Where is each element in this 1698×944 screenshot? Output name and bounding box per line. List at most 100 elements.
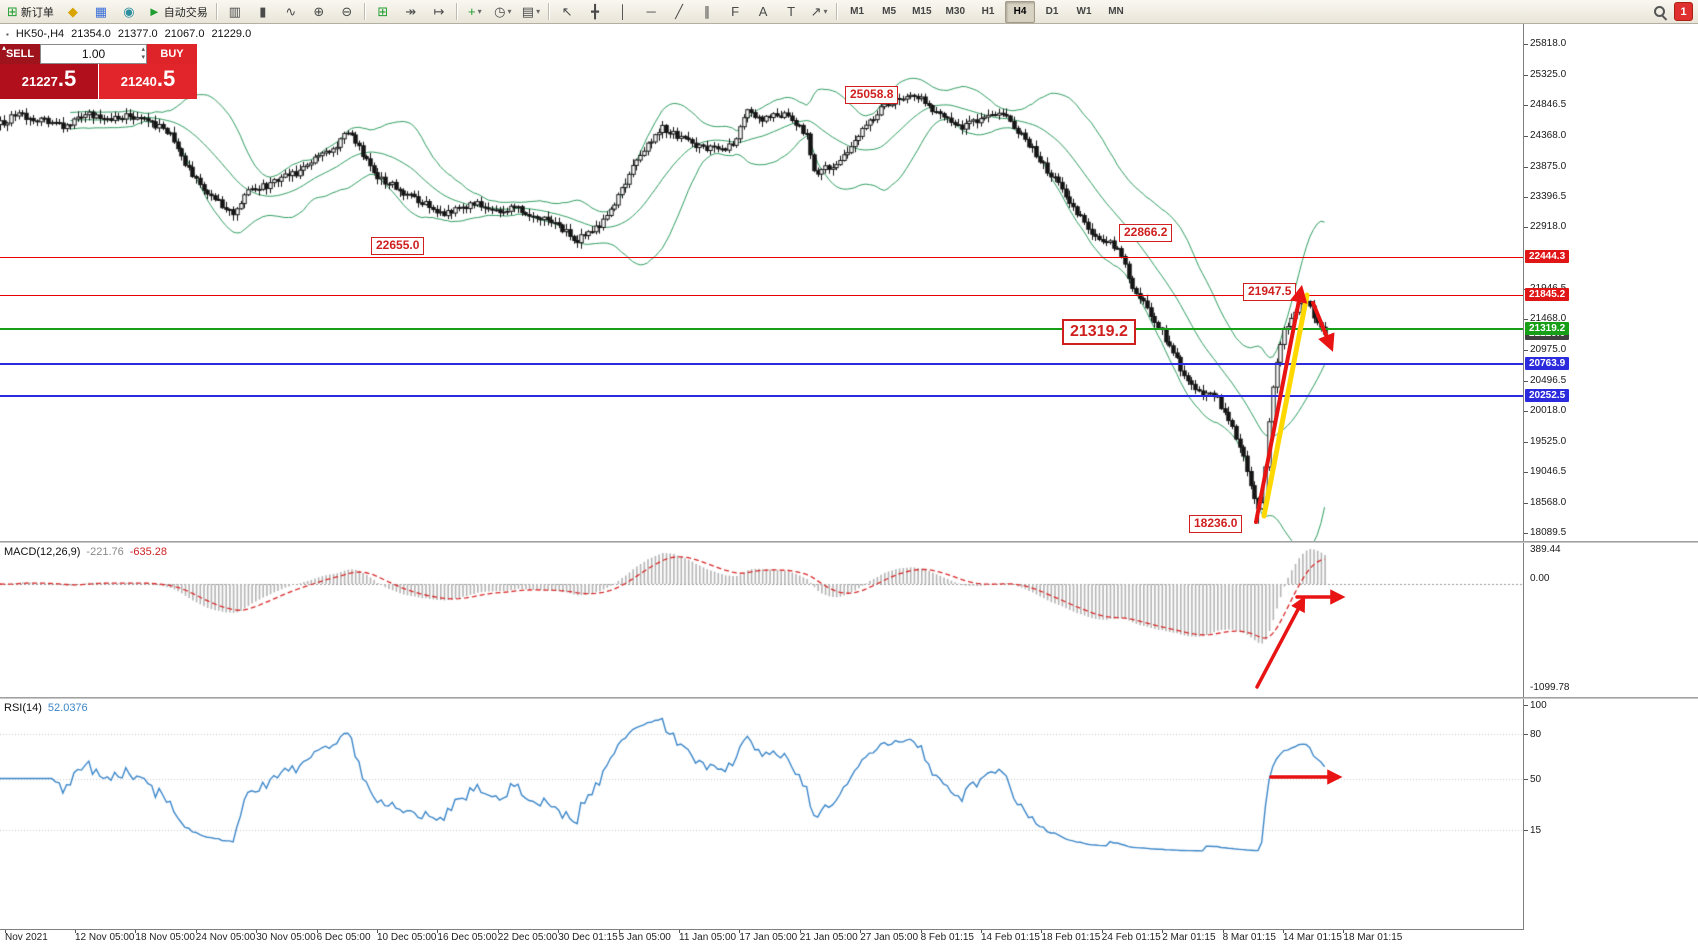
market-watch-button[interactable]: ◆ [60, 1, 86, 23]
horizontal-level-line[interactable] [0, 395, 1523, 398]
horizontal-line-button[interactable]: ─ [638, 1, 664, 23]
tick-mark [1283, 930, 1284, 933]
tick-mark [1524, 502, 1528, 504]
zoom-in-button[interactable]: ⊕ [306, 1, 332, 23]
time-axis-label: 11 Jan 05:00 [679, 932, 737, 943]
price-tag: 21319.2 [1525, 321, 1570, 335]
tick-mark [1524, 105, 1528, 107]
tick-mark [1524, 734, 1528, 736]
horizontal-level-line[interactable] [0, 294, 1523, 296]
price-label-annotation[interactable]: 22866.2 [1119, 224, 1173, 242]
collapse-arrow-icon[interactable]: ▴ [2, 43, 7, 52]
macd-title: MACD(12,26,9) [4, 546, 81, 558]
price-label-annotation[interactable]: 21319.2 [1062, 319, 1136, 346]
text-button[interactable]: A [750, 1, 776, 23]
rsi-axis-tick: 100 [1530, 700, 1547, 711]
buy-button[interactable]: BUY [147, 44, 197, 64]
spinner-up-icon[interactable]: ▴ [141, 46, 145, 53]
chart-shift-button[interactable]: ↦ [426, 1, 452, 23]
price-axis[interactable]: 25818.0 25325.0 24846.5 24368.0 23875.0 23396… [1523, 0, 1698, 944]
arrows-button[interactable]: ↗ ▾ [806, 1, 832, 23]
timeframe-m1[interactable]: M1 [842, 1, 872, 23]
channel-button[interactable]: ∥ [694, 1, 720, 23]
timeframe-h4[interactable]: H4 [1005, 0, 1035, 23]
time-axis-label: 18 Feb 01:15 [1041, 932, 1101, 943]
tick-mark [316, 930, 318, 933]
buy-price[interactable]: 21240 .5 [99, 64, 197, 99]
time-axis-label: 18 Mar 01:15 [1343, 932, 1403, 943]
crosshair-button[interactable]: ╋ [582, 1, 608, 23]
tick-mark [377, 930, 378, 933]
fibonacci-button[interactable]: F [722, 1, 748, 23]
timeframe-m5[interactable]: M5 [874, 1, 904, 23]
tick-mark [1524, 197, 1528, 199]
price-label-annotation[interactable]: 22655.0 [371, 237, 425, 255]
price-tag: 20763.9 [1525, 356, 1570, 370]
time-axis-label: 24 Nov 05:00 [195, 932, 256, 943]
panel-splitter[interactable] [0, 541, 1698, 543]
zoom-out-button[interactable]: ⊖ [334, 1, 360, 23]
horizontal-level-line[interactable] [0, 256, 1523, 258]
indicators-icon: + [467, 4, 476, 19]
new-order-button-label: 新订单 [20, 6, 54, 19]
crosshair-icon: ╋ [591, 4, 599, 19]
tick-mark [497, 930, 499, 933]
trendline-button[interactable]: ╱ [666, 1, 692, 23]
macd-axis-tick: -1099.78 [1530, 682, 1570, 693]
line-chart-button[interactable]: ∿ [278, 1, 304, 23]
panel-splitter[interactable] [0, 697, 1698, 699]
macd-header: MACD(12,26,9) -221.76 -635.28 [4, 546, 167, 558]
new-order-icon: ⊞ [7, 4, 18, 19]
rsi-indicator-canvas[interactable] [0, 699, 1523, 929]
timeframe-m5-label: M5 [882, 6, 897, 17]
volume-spinner[interactable]: ▴ ▾ [141, 45, 145, 63]
magnifier-handle [1661, 14, 1668, 21]
tick-mark [799, 930, 801, 933]
market-watch-icon: ◆ [67, 4, 78, 19]
label-button[interactable]: T [778, 1, 804, 23]
indicators-button[interactable]: + ▾ [462, 1, 488, 23]
bar-chart-button[interactable]: ▥ [222, 1, 248, 23]
sell-button[interactable]: SELL [0, 44, 40, 64]
auto-scroll-button[interactable]: ↠ [398, 1, 424, 23]
timeframe-d1[interactable]: D1 [1037, 1, 1067, 23]
timeframe-m30[interactable]: M30 [940, 1, 971, 23]
tile-windows-button[interactable]: ⊞ [370, 1, 396, 23]
price-label-annotation[interactable]: 25058.8 [845, 86, 899, 104]
price-label-annotation[interactable]: 21947.5 [1243, 283, 1297, 301]
vertical-line-button[interactable]: │ [610, 1, 636, 23]
price-axis-tick: 24846.5 [1530, 99, 1567, 111]
spinner-down-icon[interactable]: ▾ [141, 54, 145, 61]
sell-price[interactable]: 21227 .5 [0, 64, 98, 99]
data-window-button[interactable]: ▦ [88, 1, 114, 23]
auto-trading-button[interactable]: ► 自动交易 [144, 1, 212, 23]
timeframe-m15-label: M15 [912, 6, 932, 17]
cursor-button[interactable]: ↖ [554, 1, 580, 23]
templates-button[interactable]: ▤ ▾ [518, 1, 544, 23]
horizontal-level-line[interactable] [0, 362, 1523, 365]
search-icon[interactable] [1651, 3, 1669, 21]
candlestick-button[interactable]: ▮ [250, 1, 276, 23]
time-axis-label: 8 Mar 01:15 [1222, 932, 1276, 943]
auto-trading-button-label: 自动交易 [163, 6, 208, 19]
price-label-annotation[interactable]: 18236.0 [1189, 515, 1243, 533]
navigator-button[interactable]: ◉ [116, 1, 142, 23]
periods-button[interactable]: ◷ ▾ [490, 1, 516, 23]
timeframe-h1-label: H1 [981, 6, 995, 17]
new-order-button[interactable]: ⊞ 新订单 [3, 1, 58, 23]
timeframe-h1[interactable]: H1 [973, 1, 1003, 23]
notification-badge[interactable]: 1 [1674, 2, 1693, 21]
price-axis-tick: 23396.5 [1530, 191, 1567, 203]
timeframe-m15[interactable]: M15 [906, 1, 937, 23]
time-axis-label: 17 Jan 05:00 [739, 932, 798, 943]
timeframe-mn[interactable]: MN [1101, 1, 1131, 23]
time-axis[interactable]: Nov 2021 12 Nov 05:00 18 Nov 05:00 24 Nov 0… [0, 929, 1524, 944]
arrows-icon: ↗ [810, 4, 822, 19]
time-axis-label: 16 Dec 05:00 [437, 932, 497, 943]
volume-input[interactable]: 1.00 ▴ ▾ [40, 44, 147, 64]
templates-icon: ▤ [521, 4, 535, 19]
chart-ohlc-header: ▪ HK50-,H4 21354.0 21377.0 21067.0 21229… [6, 28, 251, 40]
timeframe-w1[interactable]: W1 [1069, 1, 1099, 23]
horizontal-level-line[interactable] [0, 327, 1523, 330]
price-axis-tick: 20018.0 [1530, 404, 1567, 416]
